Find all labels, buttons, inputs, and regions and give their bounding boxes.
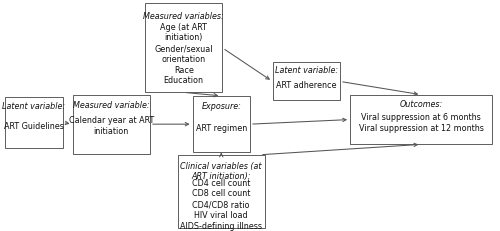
- Text: ART Guidelines: ART Guidelines: [4, 122, 64, 131]
- Text: Latent variable:: Latent variable:: [274, 66, 338, 75]
- Text: ART adherence: ART adherence: [276, 82, 336, 90]
- Text: Calendar year at ART
initiation: Calendar year at ART initiation: [68, 116, 154, 136]
- Text: Exposure:: Exposure:: [202, 102, 241, 110]
- FancyBboxPatch shape: [350, 95, 492, 144]
- FancyBboxPatch shape: [5, 97, 62, 148]
- Text: Measured variable:: Measured variable:: [73, 100, 150, 109]
- Text: Age (at ART
initiation)
Gender/sexual
orientation
Race
Education: Age (at ART initiation) Gender/sexual or…: [154, 23, 213, 85]
- Text: Latent variable:: Latent variable:: [2, 102, 66, 111]
- Text: Clinical variables (at
ART initiation):: Clinical variables (at ART initiation):: [180, 162, 262, 181]
- Text: Viral suppression at 6 months
Viral suppression at 12 months: Viral suppression at 6 months Viral supp…: [359, 113, 484, 133]
- FancyBboxPatch shape: [145, 3, 222, 92]
- Text: CD4 cell count
CD8 cell count
CD4/CD8 ratio
HIV viral load
AIDS-defining illness: CD4 cell count CD8 cell count CD4/CD8 ra…: [180, 179, 262, 231]
- FancyBboxPatch shape: [272, 62, 340, 100]
- FancyBboxPatch shape: [178, 155, 265, 228]
- Text: Measured variables:: Measured variables:: [144, 12, 224, 21]
- Text: Outcomes:: Outcomes:: [400, 100, 443, 109]
- FancyBboxPatch shape: [72, 95, 150, 154]
- FancyBboxPatch shape: [192, 96, 250, 152]
- Text: ART regimen: ART regimen: [196, 124, 247, 133]
